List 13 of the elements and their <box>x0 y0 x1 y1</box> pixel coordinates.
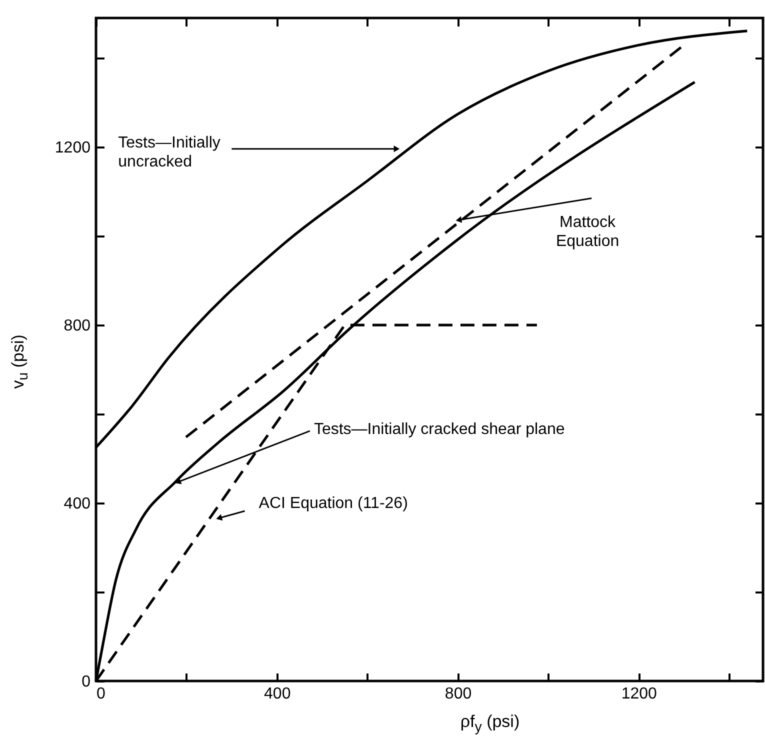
x-tick-label: 800 <box>444 686 472 702</box>
y-tick-label: 400 <box>64 496 91 513</box>
annotation: Mattock Equation <box>556 214 620 250</box>
annotation: Tests—Initially uncracked <box>118 134 220 171</box>
annotation: Tests—Initially cracked shear plane <box>314 421 565 438</box>
y-tick-label: 800 <box>64 318 91 335</box>
annotation: ACI Equation (11-26) <box>258 495 408 512</box>
x-tick-label: 1200 <box>621 686 658 702</box>
y-tick-label: 0 <box>82 674 91 690</box>
x-tick-label: 0 <box>96 686 106 702</box>
x-axis-title: ρf$_{y}$ (psi) <box>459 712 521 736</box>
y-tick-label: 1200 <box>54 140 91 157</box>
x-tick-label: 400 <box>264 686 291 702</box>
